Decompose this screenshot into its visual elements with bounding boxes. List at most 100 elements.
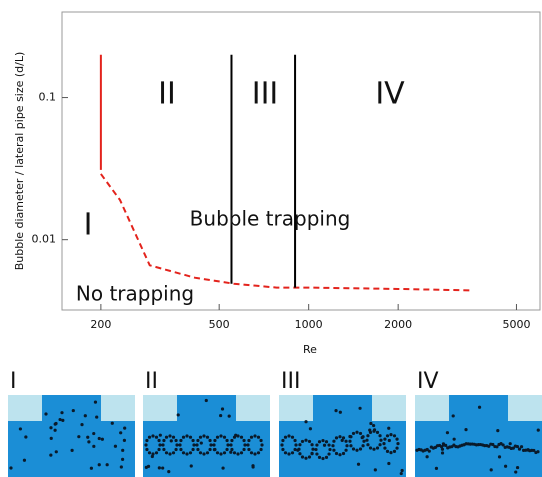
bubble — [315, 443, 319, 447]
bubble — [229, 443, 233, 447]
series-line — [100, 173, 471, 292]
bubble — [188, 451, 193, 455]
bubble — [215, 451, 220, 455]
bubble — [358, 406, 362, 410]
bubble — [9, 466, 13, 470]
bubble — [519, 445, 524, 449]
bubble — [310, 443, 314, 447]
bubble — [171, 451, 176, 455]
bubble — [332, 448, 336, 452]
bubble — [293, 438, 297, 443]
bubble — [317, 440, 322, 444]
bubble — [185, 434, 189, 438]
bubble — [105, 463, 109, 467]
bubble — [395, 446, 399, 450]
bubble — [361, 435, 365, 439]
bubble — [53, 422, 57, 426]
bubble — [86, 435, 90, 439]
bubble — [209, 443, 213, 447]
bubble — [192, 443, 196, 447]
bubble — [399, 471, 403, 476]
wall — [236, 395, 270, 421]
bubble — [147, 451, 152, 455]
bubble — [497, 455, 502, 459]
bubble — [222, 435, 227, 439]
bubble — [340, 438, 344, 442]
bubble — [351, 431, 356, 436]
bubble — [83, 414, 87, 418]
wall — [143, 395, 177, 421]
bubble — [145, 438, 149, 443]
bubble — [242, 438, 246, 443]
bubble — [283, 435, 288, 439]
bubble — [378, 434, 382, 438]
bubble — [338, 453, 342, 457]
bubble — [122, 438, 127, 442]
bubble — [348, 439, 352, 443]
bubble — [344, 439, 348, 443]
bubble — [440, 447, 445, 451]
bubble — [246, 443, 250, 447]
bubble — [213, 438, 217, 443]
bubble — [87, 440, 91, 444]
bubble — [71, 408, 75, 413]
bubble — [372, 447, 376, 451]
annotation: IV — [375, 77, 405, 112]
bubble — [158, 443, 162, 447]
bubble — [164, 451, 169, 455]
bubble — [334, 451, 339, 456]
bubble — [379, 438, 383, 442]
bubble — [49, 436, 53, 441]
bubble — [345, 444, 349, 448]
bubble — [151, 434, 155, 438]
annotation: III — [252, 77, 279, 112]
bubble — [222, 451, 227, 455]
bubble — [324, 440, 329, 444]
bubble — [369, 421, 373, 426]
regime-panel: IV — [415, 369, 542, 477]
bubble — [315, 452, 319, 456]
bubble — [375, 430, 380, 435]
bubble — [242, 447, 246, 452]
bubble — [489, 468, 493, 472]
y-tick-label: 0.1 — [39, 91, 57, 104]
bubble — [239, 435, 244, 439]
bubble — [123, 426, 127, 430]
bubble — [298, 443, 302, 447]
bubble — [232, 435, 237, 439]
bubble — [332, 439, 336, 443]
bubble — [154, 451, 159, 455]
bubble — [321, 456, 325, 461]
bubble — [349, 435, 353, 439]
bubble — [491, 442, 495, 447]
bubble — [297, 447, 301, 451]
bubble — [290, 435, 295, 439]
bubble — [154, 435, 159, 439]
bubble — [161, 443, 165, 447]
bubble — [230, 438, 234, 443]
bubble — [281, 447, 285, 452]
bubble — [249, 451, 254, 455]
bubble — [375, 446, 380, 450]
bubble — [298, 452, 302, 456]
bubble — [356, 462, 361, 466]
bubble — [147, 435, 152, 439]
wall — [101, 395, 135, 421]
bubble — [188, 435, 193, 439]
bubble — [195, 443, 199, 447]
x-tick-label: 2000 — [384, 318, 412, 331]
bubble — [395, 437, 399, 441]
bubble — [256, 451, 261, 455]
bubble — [119, 465, 123, 469]
annotation: I — [84, 208, 93, 243]
regime-panel: III — [279, 369, 406, 477]
bubble — [314, 447, 318, 452]
bubble — [150, 454, 154, 459]
bubble — [181, 451, 186, 455]
bubble — [440, 451, 445, 455]
bubble — [97, 463, 101, 467]
bubble — [434, 466, 439, 470]
annotation: No trapping — [76, 282, 194, 306]
bubble — [385, 434, 390, 438]
bubble — [221, 466, 225, 470]
